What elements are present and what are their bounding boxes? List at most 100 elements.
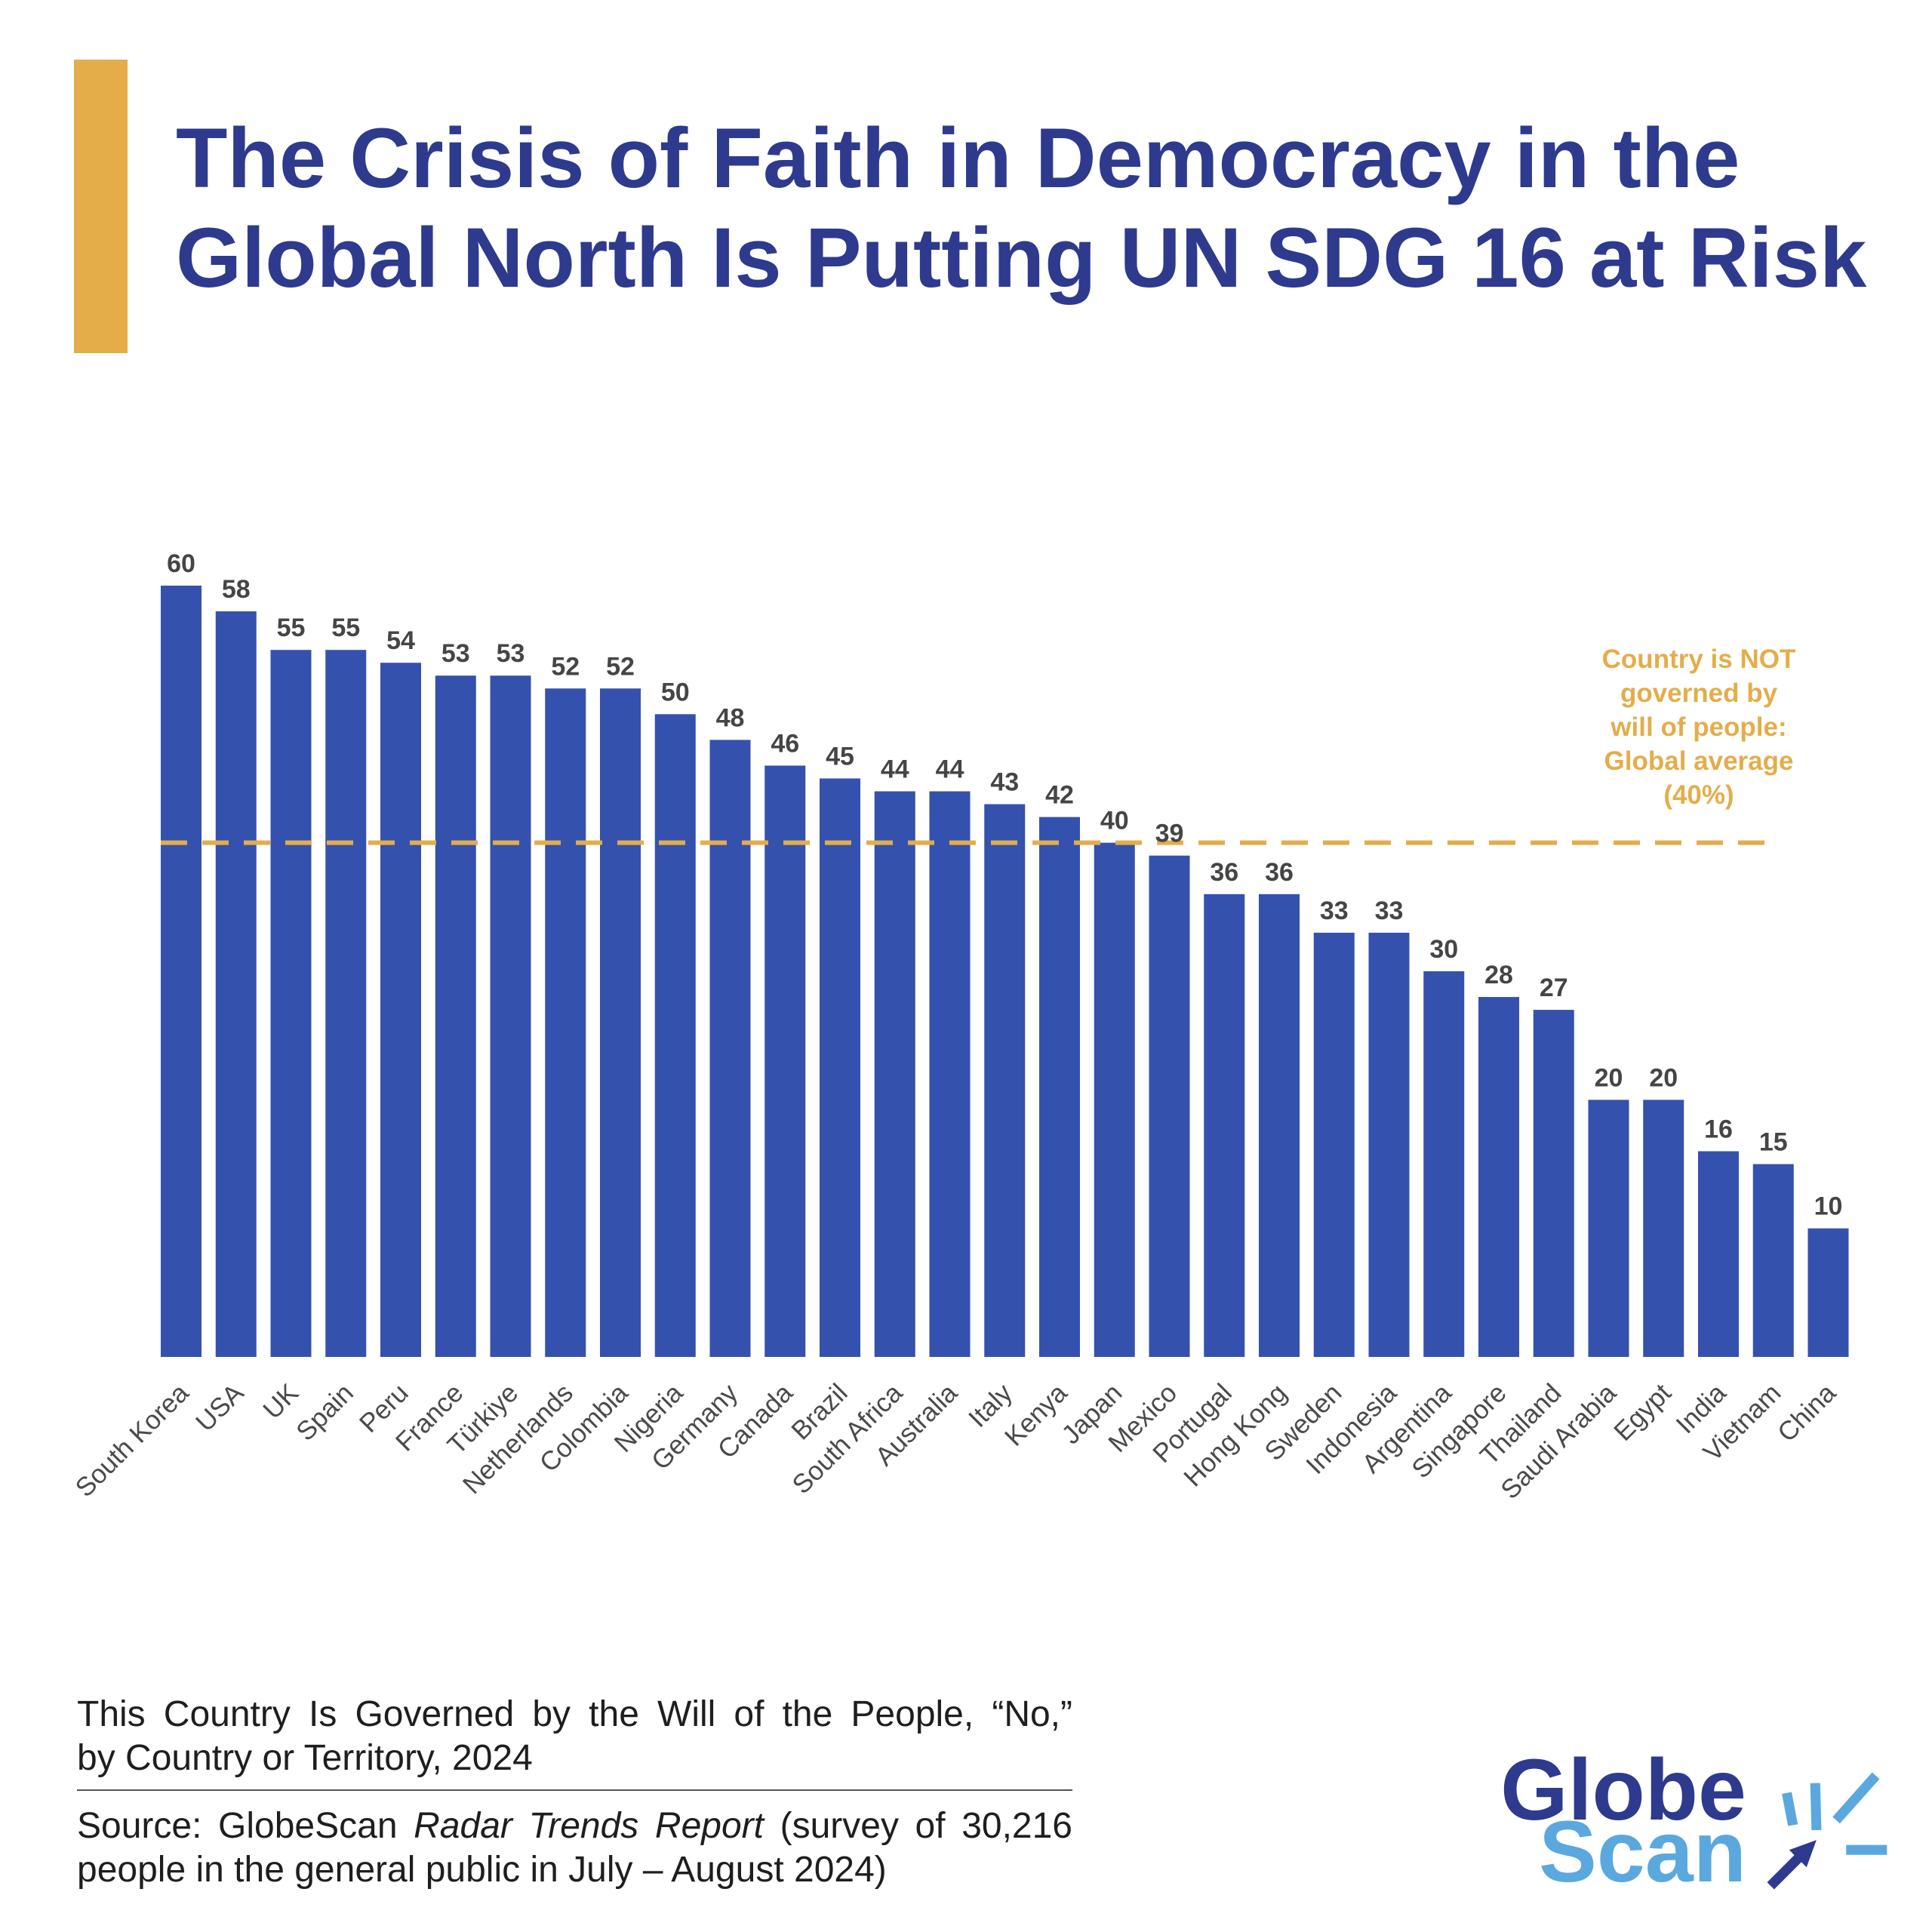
value-label-china: 10 [1814,1192,1843,1221]
logo-ray-icon [1832,1772,1880,1824]
bars-group [161,586,1849,1357]
category-label-uk: UK [257,1378,304,1425]
value-label-japan: 40 [1100,807,1129,835]
bar-brazil [820,778,860,1357]
value-label-thailand: 27 [1540,974,1568,1002]
bar-sweden [1313,932,1355,1357]
title-line-1: The Crisis of Faith in Democracy in the [176,111,1740,205]
value-label-portugal: 36 [1210,858,1238,887]
bar-japan [1094,842,1135,1357]
annotation-line: governed by [1620,678,1778,708]
category-label-usa: USA [190,1378,250,1438]
value-label-argentina: 30 [1429,935,1458,964]
value-label-south-korea: 60 [167,549,195,578]
value-label-colombia: 52 [606,652,635,681]
value-label-france: 53 [441,639,470,668]
bar-vietnam [1752,1164,1794,1357]
value-label-uk: 55 [277,614,306,642]
logo-ray-icon [1810,1783,1822,1831]
bar-usa [215,611,257,1357]
value-label-peru: 54 [386,626,415,655]
logo-arrowhead-icon [1789,1840,1817,1868]
bar-spain [325,650,367,1357]
value-label-brazil: 45 [826,743,854,771]
value-label-germany: 48 [716,703,745,732]
logo-arrow-icon [1767,1851,1805,1890]
annotation-line: will of people: [1611,712,1787,742]
logo-wordmark-globe: Globe [1500,1742,1746,1838]
bar-australia [929,791,971,1357]
caption-divider [77,1789,1072,1791]
value-label-kenya: 42 [1045,781,1074,810]
caption-line-2: by Country or Territory, 2024 [77,1738,533,1778]
value-label-spain: 55 [331,614,360,642]
bar-portugal [1204,894,1245,1357]
bar-indonesia [1368,932,1410,1357]
category-label-kenya: Kenya [999,1378,1073,1452]
title-accent-bar [74,60,128,353]
chart-caption: This Country Is Governed by the Will of … [77,1693,1072,1892]
bar-colombia [600,688,641,1357]
value-label-turkiye: 53 [497,639,525,668]
category-label-south-korea: South Korea [69,1378,195,1503]
value-label-vietnam: 15 [1759,1128,1788,1157]
value-label-egypt: 20 [1649,1063,1678,1092]
category-label-spain: Spain [291,1378,359,1447]
value-label-australia: 44 [936,755,964,784]
value-label-south-africa: 44 [881,755,909,784]
value-labels-group: 60 58 55 55 54 53 53 52 52 50 48 46 45 44 44 43 42 40 39 36… [167,549,1842,1221]
bar-hong-kong [1259,894,1300,1357]
logo-ray-icon [1782,1792,1798,1826]
bar-saudi-arabia [1588,1100,1629,1357]
value-label-italy: 43 [990,768,1019,797]
value-label-hong-kong: 36 [1265,858,1294,887]
bar-mexico [1149,855,1190,1357]
value-label-indonesia: 33 [1375,897,1404,925]
bar-netherlands [545,688,586,1357]
source-suffix: (survey of 30,216 [780,1806,1073,1846]
value-label-nigeria: 50 [661,678,690,706]
bar-india [1698,1151,1739,1357]
bar-turkiye [490,675,531,1357]
page-title: The Crisis of Faith in Democracy in the … [176,109,1866,308]
category-label-egypt: Egypt [1608,1378,1677,1447]
source-report-title: Radar Trends Report [414,1806,764,1846]
bar-germany [709,740,751,1357]
caption-line-1: This Country Is Governed by the Will of … [77,1694,1072,1734]
bar-canada [764,765,806,1357]
value-label-usa: 58 [222,575,251,604]
value-label-saudi-arabia: 20 [1595,1063,1623,1092]
bar-kenya [1039,817,1080,1357]
bar-uk [270,650,312,1357]
bar-singapore [1478,997,1519,1357]
value-label-sweden: 33 [1320,897,1349,925]
value-label-mexico: 39 [1155,820,1184,848]
annotation-line: Global average [1604,746,1794,776]
bar-nigeria [654,714,696,1357]
value-label-india: 16 [1704,1115,1733,1143]
category-label-china: China [1772,1378,1842,1448]
source-line-2: people in the general public in July – A… [77,1850,887,1890]
annotation-line: Country is NOT [1601,645,1796,674]
globescan-logo-icon [1767,1772,1887,1890]
value-label-singapore: 28 [1484,961,1513,989]
bar-thailand [1533,1010,1574,1357]
annotation-line: (40%) [1663,780,1734,810]
bar-peru [380,663,421,1357]
value-label-netherlands: 52 [551,652,580,681]
value-label-canada: 46 [771,729,799,758]
title-line-2: Global North Is Putting UN SDG 16 at Ris… [176,211,1867,305]
bar-egypt [1643,1100,1684,1357]
global-average-annotation: Country is NOT governed by will of peopl… [1548,642,1850,812]
bar-chart: 60 58 55 55 54 53 53 52 52 50 48 46 45 44 44 43 42 40 39 36… [69,549,1849,1505]
bar-china [1807,1228,1849,1357]
bar-france [435,675,476,1357]
source-line-1: Source: GlobeScan Radar Trends Report (s… [77,1804,1072,1848]
bar-italy [984,804,1026,1357]
source-prefix: Source: GlobeScan [77,1806,398,1846]
bar-argentina [1423,971,1465,1357]
bar-south-africa [874,791,915,1357]
bar-south-korea [161,586,202,1357]
logo-wordmark-scan: Scan [1539,1804,1746,1900]
